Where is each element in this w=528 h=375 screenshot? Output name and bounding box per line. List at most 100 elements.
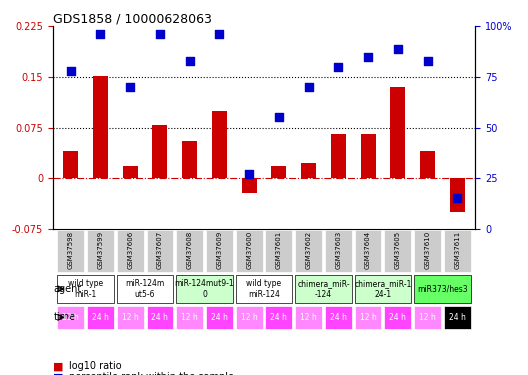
Point <box>305 84 313 90</box>
FancyBboxPatch shape <box>176 306 203 329</box>
Text: 12 h: 12 h <box>360 313 376 322</box>
Point <box>215 32 223 38</box>
FancyBboxPatch shape <box>295 306 322 329</box>
FancyBboxPatch shape <box>384 306 411 329</box>
Text: GSM37604: GSM37604 <box>365 231 371 269</box>
Text: 12 h: 12 h <box>62 313 79 322</box>
Point <box>67 68 75 74</box>
FancyBboxPatch shape <box>325 230 352 272</box>
Point <box>126 84 134 90</box>
Bar <box>153 126 167 178</box>
Text: GSM37603: GSM37603 <box>335 231 342 269</box>
Point <box>96 32 105 38</box>
FancyBboxPatch shape <box>146 306 173 329</box>
Text: GSM37611: GSM37611 <box>455 231 460 269</box>
FancyBboxPatch shape <box>206 306 233 329</box>
Text: 24 h: 24 h <box>270 313 287 322</box>
Text: 24 h: 24 h <box>330 313 347 322</box>
FancyBboxPatch shape <box>57 306 84 329</box>
FancyBboxPatch shape <box>235 230 262 272</box>
FancyBboxPatch shape <box>355 230 382 272</box>
FancyBboxPatch shape <box>117 274 173 303</box>
FancyBboxPatch shape <box>414 306 441 329</box>
Text: GSM37600: GSM37600 <box>246 231 252 269</box>
Point <box>453 195 461 201</box>
FancyBboxPatch shape <box>444 230 471 272</box>
Point <box>394 45 402 51</box>
FancyBboxPatch shape <box>117 306 144 329</box>
Text: GSM37608: GSM37608 <box>186 231 193 269</box>
Text: miR373/hes3: miR373/hes3 <box>417 284 468 293</box>
Text: percentile rank within the sample: percentile rank within the sample <box>69 372 233 375</box>
Text: time: time <box>53 312 76 322</box>
Text: GSM37605: GSM37605 <box>395 231 401 269</box>
FancyBboxPatch shape <box>57 274 114 303</box>
Text: GDS1858 / 10000628063: GDS1858 / 10000628063 <box>53 12 212 25</box>
FancyBboxPatch shape <box>57 230 84 272</box>
FancyBboxPatch shape <box>325 306 352 329</box>
Bar <box>212 111 227 178</box>
Text: 24 h: 24 h <box>92 313 109 322</box>
Point <box>334 64 343 70</box>
Bar <box>390 87 406 178</box>
Text: wild type
miR-1: wild type miR-1 <box>68 279 103 298</box>
Text: GSM37599: GSM37599 <box>97 231 103 269</box>
FancyBboxPatch shape <box>414 274 471 303</box>
FancyBboxPatch shape <box>295 230 322 272</box>
Text: GSM37602: GSM37602 <box>306 231 312 269</box>
Text: 24 h: 24 h <box>211 313 228 322</box>
Text: ■: ■ <box>53 372 63 375</box>
Point <box>245 171 253 177</box>
Text: GSM37606: GSM37606 <box>127 231 133 269</box>
Text: GSM37598: GSM37598 <box>68 231 73 269</box>
Text: 12 h: 12 h <box>241 313 258 322</box>
FancyBboxPatch shape <box>444 306 471 329</box>
FancyBboxPatch shape <box>266 306 293 329</box>
FancyBboxPatch shape <box>414 230 441 272</box>
Bar <box>361 134 375 178</box>
Text: 12 h: 12 h <box>122 313 138 322</box>
FancyBboxPatch shape <box>266 230 293 272</box>
Text: log10 ratio: log10 ratio <box>69 361 121 371</box>
Text: miR-124mut9-1
0: miR-124mut9-1 0 <box>175 279 234 298</box>
Text: chimera_miR-
-124: chimera_miR- -124 <box>297 279 350 298</box>
FancyBboxPatch shape <box>295 274 352 303</box>
FancyBboxPatch shape <box>87 306 114 329</box>
Text: ■: ■ <box>53 361 63 371</box>
Text: 12 h: 12 h <box>419 313 436 322</box>
Text: 24 h: 24 h <box>390 313 407 322</box>
Text: 24 h: 24 h <box>449 313 466 322</box>
Text: wild type
miR-124: wild type miR-124 <box>247 279 281 298</box>
Point <box>364 54 372 60</box>
Text: GSM37607: GSM37607 <box>157 231 163 269</box>
FancyBboxPatch shape <box>355 274 411 303</box>
Bar <box>242 178 257 193</box>
Text: 24 h: 24 h <box>152 313 168 322</box>
Bar <box>450 178 465 212</box>
Point <box>185 58 194 64</box>
Bar <box>182 141 197 178</box>
FancyBboxPatch shape <box>176 230 203 272</box>
FancyBboxPatch shape <box>117 230 144 272</box>
Bar <box>301 163 316 178</box>
Text: agent: agent <box>53 284 82 294</box>
Bar <box>93 75 108 178</box>
Text: chimera_miR-1
24-1: chimera_miR-1 24-1 <box>354 279 412 298</box>
FancyBboxPatch shape <box>176 274 233 303</box>
Point <box>423 58 432 64</box>
Text: GSM37610: GSM37610 <box>425 231 431 269</box>
Bar <box>331 134 346 178</box>
FancyBboxPatch shape <box>146 230 173 272</box>
Bar <box>63 151 78 178</box>
Text: 12 h: 12 h <box>300 313 317 322</box>
FancyBboxPatch shape <box>384 230 411 272</box>
FancyBboxPatch shape <box>235 306 262 329</box>
FancyBboxPatch shape <box>235 274 293 303</box>
Text: GSM37609: GSM37609 <box>216 231 222 269</box>
FancyBboxPatch shape <box>355 306 382 329</box>
Point <box>156 32 164 38</box>
Bar <box>271 166 286 178</box>
Text: 12 h: 12 h <box>181 313 198 322</box>
Bar <box>122 166 138 178</box>
FancyBboxPatch shape <box>206 230 233 272</box>
